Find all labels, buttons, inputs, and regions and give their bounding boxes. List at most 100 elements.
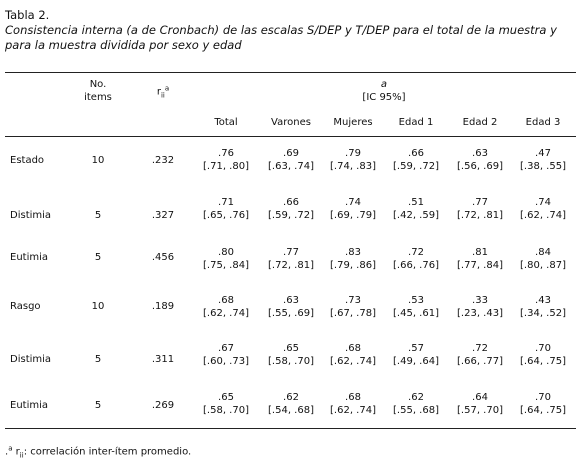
table-number: Tabla 2. [5,8,50,22]
row-items: 5 [94,400,102,411]
alpha-header: a [380,79,388,90]
cell-ci: [.57, .70] [457,405,503,416]
row-items: 10 [91,155,105,166]
r-header: riia [157,82,169,101]
row-label: Estado [10,155,45,166]
cell-value: .43 [535,295,551,306]
cell-value: .70 [535,343,551,354]
cell-ci: [.72, .81] [457,210,503,221]
caption-block: Tabla 2. Consistencia interna (a de Cron… [5,8,579,53]
cell-value: .33 [472,295,488,306]
caption-text: Consistencia interna (a de Cronbach) de … [5,23,557,52]
row-label: Distimia [10,354,52,365]
cell-ci: [.69, .79] [330,210,376,221]
cell-value: .66 [283,197,299,208]
cell-ci: [.60, .73] [203,356,249,367]
cell-value: .62 [283,392,299,403]
cell-ci: [.45, .61] [393,308,439,319]
row-r: .232 [151,155,175,166]
cell-ci: [.66, .76] [393,260,439,271]
cell-ci: [.79, .86] [330,260,376,271]
footnote-text: : correlación inter-ítem promedio. [23,446,192,458]
row-items: 5 [94,354,102,365]
cell-value: .65 [218,392,234,403]
cell-ci: [.66, .77] [457,356,503,367]
r-base: r [156,86,161,98]
cell-ci: [.55, .68] [393,405,439,416]
cell-value: .80 [218,247,234,258]
top-rule [5,72,576,73]
cell-ci: [.74, .83] [330,161,376,172]
cell-ci: [.56, .69] [457,161,503,172]
cell-value: .70 [535,392,551,403]
row-items: 5 [94,210,102,221]
row-label: Distimia [10,210,52,221]
cell-ci: [.62, .74] [203,308,249,319]
footnote-mark: . [5,446,9,458]
cell-value: .62 [408,392,424,403]
row-r: .327 [151,210,175,221]
cell-value: .73 [345,295,361,306]
cell-value: .71 [218,197,234,208]
cell-ci: [.63, .74] [268,161,314,172]
cell-value: .63 [283,295,299,306]
cell-ci: [.62, .74] [330,405,376,416]
cell-ci: [.38, .55] [520,161,566,172]
cell-ci: [.42, .59] [393,210,439,221]
cell-value: .69 [283,148,299,159]
row-items: 5 [94,252,102,263]
cell-value: .77 [472,197,488,208]
cell-value: .68 [218,295,234,306]
cell-value: .53 [408,295,424,306]
cell-value: .83 [345,247,361,258]
r-sup: a [164,84,170,93]
column-header: Edad 1 [398,117,434,128]
cell-value: .77 [283,247,299,258]
footnote-sub: ii [19,451,24,460]
footnote-r: r [15,446,20,458]
row-r: .269 [151,400,175,411]
cell-value: .76 [218,148,234,159]
cell-ci: [.80, .87] [520,260,566,271]
row-items: 10 [91,301,105,312]
cell-value: .65 [283,343,299,354]
cell-value: .84 [535,247,551,258]
cell-ci: [.75, .84] [203,260,249,271]
cell-ci: [.58, .70] [203,405,249,416]
footnote: .a rii: correlación inter-ítem promedio. [5,442,191,461]
alpha-header-ci: [IC 95%] [362,92,406,103]
cell-ci: [.58, .70] [268,356,314,367]
column-header: Edad 3 [525,117,561,128]
cell-ci: [.64, .75] [520,356,566,367]
cell-value: .67 [218,343,234,354]
cell-ci: [.54, .68] [268,405,314,416]
cell-value: .72 [472,343,488,354]
cell-ci: [.34, .52] [520,308,566,319]
items-header: No. [89,79,107,90]
cell-value: .68 [345,343,361,354]
cell-value: .66 [408,148,424,159]
cell-ci: [.59, .72] [268,210,314,221]
row-label: Eutimia [10,252,49,263]
row-label: Rasgo [10,301,41,312]
cell-ci: [.67, .78] [330,308,376,319]
table-caption: Consistencia interna (a de Cronbach) de … [5,23,579,53]
cell-value: .81 [472,247,488,258]
cell-ci: [.62, .74] [330,356,376,367]
row-r: .189 [151,301,175,312]
bottom-rule [5,428,576,429]
cell-ci: [.23, .43] [457,308,503,319]
cell-value: .74 [345,197,361,208]
cell-ci: [.77, .84] [457,260,503,271]
items-header: items [84,92,112,103]
cell-value: .68 [345,392,361,403]
cell-ci: [.72, .81] [268,260,314,271]
cell-ci: [.55, .69] [268,308,314,319]
cell-value: .74 [535,197,551,208]
cell-ci: [.62, .74] [520,210,566,221]
cell-value: .51 [408,197,424,208]
column-header: Total [214,117,238,128]
row-label: Eutimia [10,400,49,411]
cell-value: .47 [535,148,551,159]
